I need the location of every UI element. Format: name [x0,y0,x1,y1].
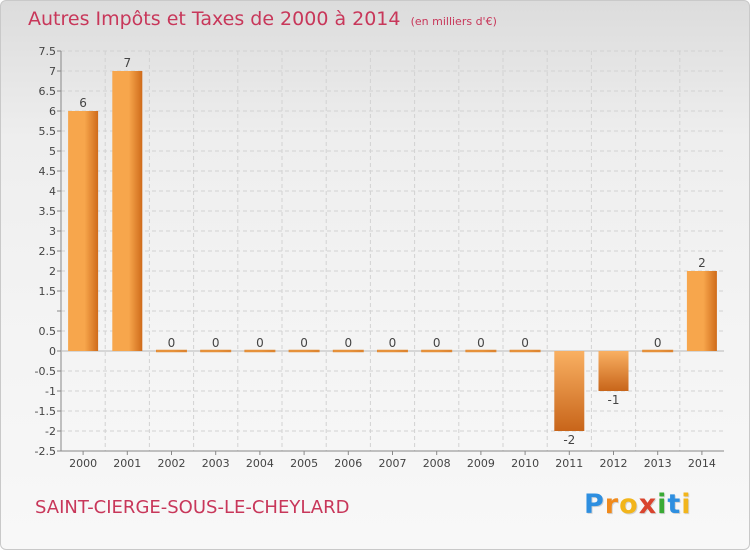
y-tick-label: 4 [49,185,56,198]
value-label: 6 [79,96,87,110]
y-tick-label: -1 [45,385,56,398]
y-tick-label: -0.5 [35,365,56,378]
x-tick-label: 2004 [246,457,274,470]
value-label: 0 [521,336,529,350]
bar-2001 [112,71,143,351]
x-tick-label: 2005 [290,457,318,470]
y-tick-label: 0.5 [39,325,57,338]
bar-2010 [509,349,541,353]
x-tick-label: 2011 [555,457,583,470]
bar-2006 [332,349,364,353]
bar-2013 [642,349,674,353]
x-tick-label: 2009 [467,457,495,470]
value-label: 0 [654,336,662,350]
bar-2007 [377,349,408,353]
value-label: 0 [433,336,441,350]
x-tick-label: 2000 [69,457,97,470]
x-tick-label: 2010 [511,457,539,470]
bar-2012 [598,351,629,391]
logo-letter: o [619,489,639,520]
y-tick-label: 4.5 [39,165,57,178]
y-tick-label: 3.5 [39,205,57,218]
y-tick-label: 2.5 [39,245,57,258]
y-tick-label: 5 [49,145,56,158]
y-tick-label: -2 [45,425,56,438]
bar-2011 [554,351,585,431]
y-tick-label: 7 [49,65,56,78]
value-label: 0 [168,336,176,350]
y-tick-label: 6.5 [39,85,57,98]
unit-note: (en milliers d'€) [410,15,497,28]
logo-letter: x [638,489,658,520]
logo-letter: r [604,489,620,520]
x-tick-label: 2012 [600,457,628,470]
bar-2004 [244,349,276,353]
logo-letter: i [681,489,692,520]
bar-2008 [421,349,453,353]
bar-2003 [200,349,232,353]
value-label: 7 [123,56,131,70]
y-tick-label: -2.5 [35,445,56,458]
place-name: SAINT-CIERGE-SOUS-LE-CHEYLARD [35,497,350,518]
y-tick-label: 0 [49,345,56,358]
logo-letter: P [584,489,605,520]
y-tick-label: 6 [49,105,56,118]
bar-2014 [686,271,717,351]
y-tick-label: 2 [49,265,56,278]
y-tick-label: 1.5 [39,285,57,298]
value-label: 2 [698,256,706,270]
logo-letter: i [657,489,668,520]
bar-2002 [156,349,187,353]
x-tick-label: 2006 [334,457,362,470]
y-tick-label: 7.5 [39,45,57,58]
proxiti-logo: Proxiti [584,489,692,520]
bar-2009 [465,349,497,353]
y-tick-label: 3 [49,225,56,238]
value-label: 0 [300,336,308,350]
y-tick-label: -1.5 [35,405,56,418]
chart-header: Autres Impôts et Taxes de 2000 à 2014 (e… [28,8,497,30]
value-label: -1 [608,393,620,407]
y-tick-label: 5.5 [39,125,57,138]
bar-2000 [68,111,99,351]
x-tick-label: 2003 [202,457,230,470]
chart-title: Autres Impôts et Taxes de 2000 à 2014 [28,8,401,30]
x-tick-label: 2014 [688,457,716,470]
x-tick-label: 2002 [158,457,186,470]
x-tick-label: 2008 [423,457,451,470]
value-label: 0 [212,336,220,350]
bar-2005 [288,349,320,353]
value-label: -2 [563,433,575,447]
value-label: 0 [256,336,264,350]
value-label: 0 [477,336,485,350]
value-label: 0 [344,336,352,350]
value-label: 0 [389,336,397,350]
x-tick-label: 2013 [644,457,672,470]
x-tick-label: 2007 [379,457,407,470]
x-tick-label: 2001 [113,457,141,470]
logo-letter: t [667,489,682,520]
